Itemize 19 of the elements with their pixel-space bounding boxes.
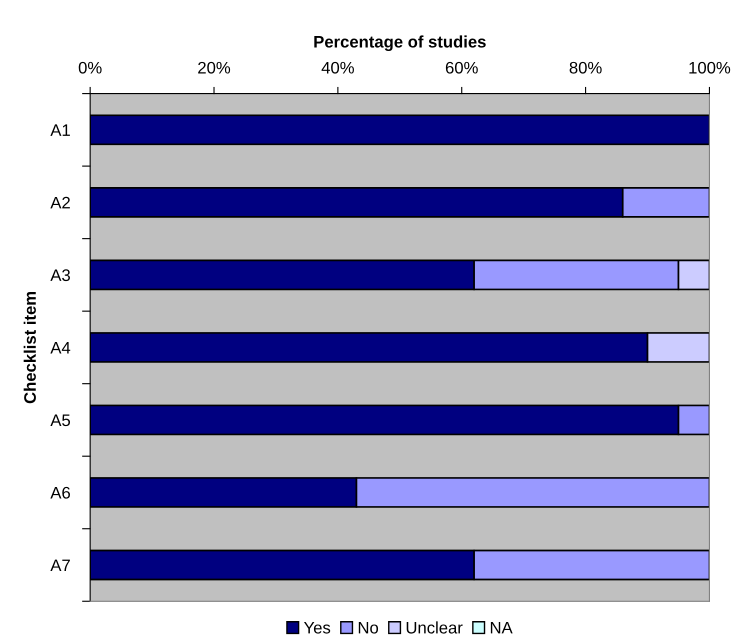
x-axis-title: Percentage of studies <box>314 35 486 52</box>
y-tick-label: A6 <box>50 486 70 499</box>
x-tick-label: 80% <box>570 62 602 74</box>
y-tick-label: A4 <box>50 342 70 354</box>
legend-label: Unclear <box>406 621 463 634</box>
x-tick-label: 0% <box>78 62 102 74</box>
y-tick-label: A5 <box>50 414 70 426</box>
y-tick-label: A2 <box>50 196 70 208</box>
y-tick-label: A3 <box>50 269 70 282</box>
x-tick-label: 100% <box>689 62 730 74</box>
x-tick-label: 20% <box>198 62 230 74</box>
legend-label: No <box>358 622 378 634</box>
x-tick-label: 40% <box>322 62 354 74</box>
x-tick-label: 60% <box>446 62 478 74</box>
y-tick-label: A1 <box>50 124 70 136</box>
y-tick-label: A7 <box>50 560 70 572</box>
y-axis-title: Checklist item <box>24 292 36 404</box>
legend-label: NA <box>490 622 513 634</box>
legend-label: Yes <box>304 622 330 634</box>
